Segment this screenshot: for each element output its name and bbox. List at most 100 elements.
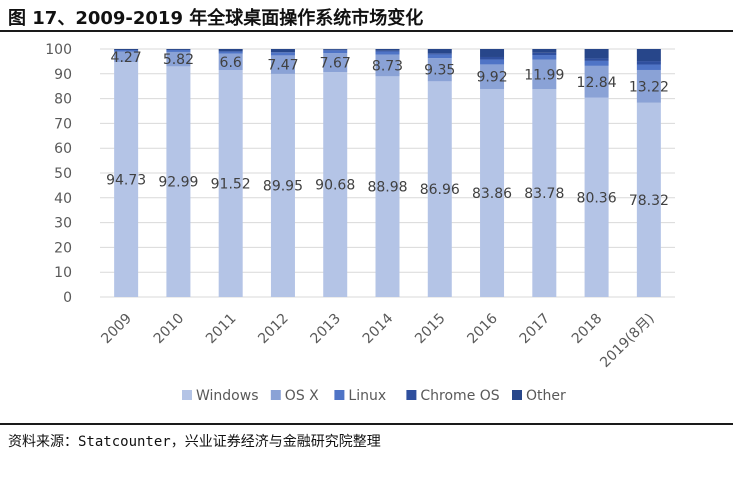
data-label-windows: 83.86 [472, 186, 512, 202]
data-label-windows: 94.73 [106, 173, 146, 189]
y-tick-label: 100 [45, 42, 72, 58]
data-label-windows: 92.99 [158, 175, 198, 191]
bar-windows-2015 [427, 81, 452, 297]
legend-swatch-chrome-os [406, 390, 417, 400]
y-tick-label: 80 [54, 92, 72, 108]
bar-os-x-2016 [480, 64, 505, 90]
bar-other-2017 [532, 49, 557, 53]
chart-title: 图 17、2009-2019 年全球桌面操作系统市场变化 [8, 8, 424, 29]
x-tick-label: 2019(8月) [597, 311, 657, 371]
data-label-osx: 7.47 [267, 58, 298, 74]
source-note: 资料来源：Statcounter，兴业证券经济与金融研究院整理 [8, 434, 381, 450]
bar-chrome-os-2017 [532, 52, 557, 56]
stacked-bar-chart: 0 10 20 30 40 50 60 70 80 90 100 94.73 4.27 2009 92.99… [45, 42, 675, 404]
bar-windows-2012 [270, 73, 295, 297]
legend-label: OS X [285, 388, 319, 404]
bar-linux-2016 [480, 59, 505, 65]
bar-chrome-os-2018 [584, 58, 609, 61]
x-tick-label: 2018 [569, 311, 606, 348]
y-tick-label: 90 [54, 67, 72, 83]
x-tick-label: 2012 [255, 311, 292, 348]
bar-linux-2011 [218, 51, 243, 54]
bar-os-x-2014 [375, 54, 400, 77]
bar-windows-2011 [218, 70, 243, 297]
bar-linux-2018 [584, 60, 609, 66]
source-bar: 资料来源：Statcounter，兴业证券经济与金融研究院整理 [0, 423, 733, 455]
bar-chrome-os-2015 [427, 53, 452, 55]
bar-windows-2019(8月) [636, 102, 661, 297]
bar-linux-2009 [114, 49, 139, 52]
x-tick-label: 2014 [360, 310, 397, 347]
bar-other-2015 [427, 49, 452, 54]
y-tick-label: 50 [54, 166, 72, 182]
bar-other-2012 [270, 49, 295, 53]
bar-other-2018 [584, 49, 609, 59]
data-label-osx: 7.67 [320, 56, 351, 72]
bar-os-x-2010 [166, 51, 191, 67]
y-tick-label: 40 [54, 191, 72, 207]
bar-windows-2013 [323, 72, 348, 297]
bar-chrome-os-2019(8月) [636, 61, 661, 65]
data-label-osx: 9.92 [476, 70, 507, 86]
data-label-windows: 83.78 [524, 186, 564, 202]
bar-linux-2012 [270, 52, 295, 56]
x-tick-label: 2010 [151, 311, 188, 348]
data-label-windows: 86.96 [420, 182, 460, 198]
data-label-windows: 88.98 [367, 180, 407, 196]
legend-label: Windows [196, 388, 259, 404]
bar-os-x-2018 [584, 65, 609, 98]
bar-chrome-os-2014 [375, 50, 400, 52]
bar-linux-2019(8月) [636, 64, 661, 70]
bar-os-x-2012 [270, 55, 295, 74]
bar-linux-2015 [427, 54, 452, 59]
legend-swatch-windows [182, 390, 192, 400]
bar-os-x-2011 [218, 53, 243, 71]
bar-linux-2010 [166, 49, 191, 52]
bar-other-2009 [114, 49, 139, 50]
legend-swatch-linux [334, 390, 345, 400]
data-label-osx: 9.35 [424, 63, 455, 79]
bar-other-2019(8月) [636, 49, 661, 62]
y-tick-label: 70 [54, 116, 72, 132]
data-label-windows: 91.52 [211, 177, 251, 193]
bar-windows-2016 [480, 89, 505, 298]
x-tick-label: 2015 [412, 311, 449, 348]
bar-os-x-2019(8月) [636, 69, 661, 103]
data-label-osx: 4.27 [111, 50, 142, 66]
data-label-windows: 78.32 [629, 193, 669, 209]
bar-os-x-2009 [114, 51, 139, 63]
y-tick-label: 60 [54, 141, 72, 157]
x-tick-label: 2011 [203, 311, 240, 348]
y-tick-label: 30 [54, 216, 72, 232]
bar-other-2011 [218, 49, 243, 52]
x-tick-label: 2016 [464, 310, 501, 347]
data-label-osx: 8.73 [372, 59, 403, 75]
bar-chrome-os-2016 [480, 56, 505, 60]
x-tick-label: 2009 [98, 311, 135, 348]
data-label-osx: 12.84 [577, 75, 617, 91]
x-tick-label: 2013 [308, 311, 345, 348]
legend-swatch-other [512, 390, 522, 400]
bar-linux-2013 [323, 50, 348, 54]
bar-os-x-2017 [532, 59, 557, 90]
data-label-osx: 13.22 [629, 79, 669, 95]
bar-windows-2010 [166, 66, 191, 297]
bar-other-2010 [166, 49, 191, 50]
y-tick-label: 20 [54, 240, 72, 256]
bar-other-2016 [480, 49, 505, 57]
data-label-windows: 89.95 [263, 178, 303, 194]
bar-other-2013 [323, 49, 348, 50]
title-bar: 图 17、2009-2019 年全球桌面操作系统市场变化 [0, 0, 733, 32]
data-label-osx: 5.82 [163, 52, 194, 68]
bar-os-x-2013 [323, 53, 348, 73]
y-tick-label: 0 [63, 290, 72, 306]
y-tick-label: 10 [54, 265, 72, 281]
bar-linux-2017 [532, 55, 557, 60]
legend-swatch-os-x [270, 390, 281, 400]
data-label-windows: 80.36 [577, 190, 617, 206]
x-tick-label: 2017 [517, 311, 554, 348]
data-label-windows: 90.68 [315, 178, 355, 194]
data-label-osx: 11.99 [524, 67, 564, 83]
bar-windows-2018 [584, 97, 609, 297]
bar-other-2014 [375, 49, 400, 51]
